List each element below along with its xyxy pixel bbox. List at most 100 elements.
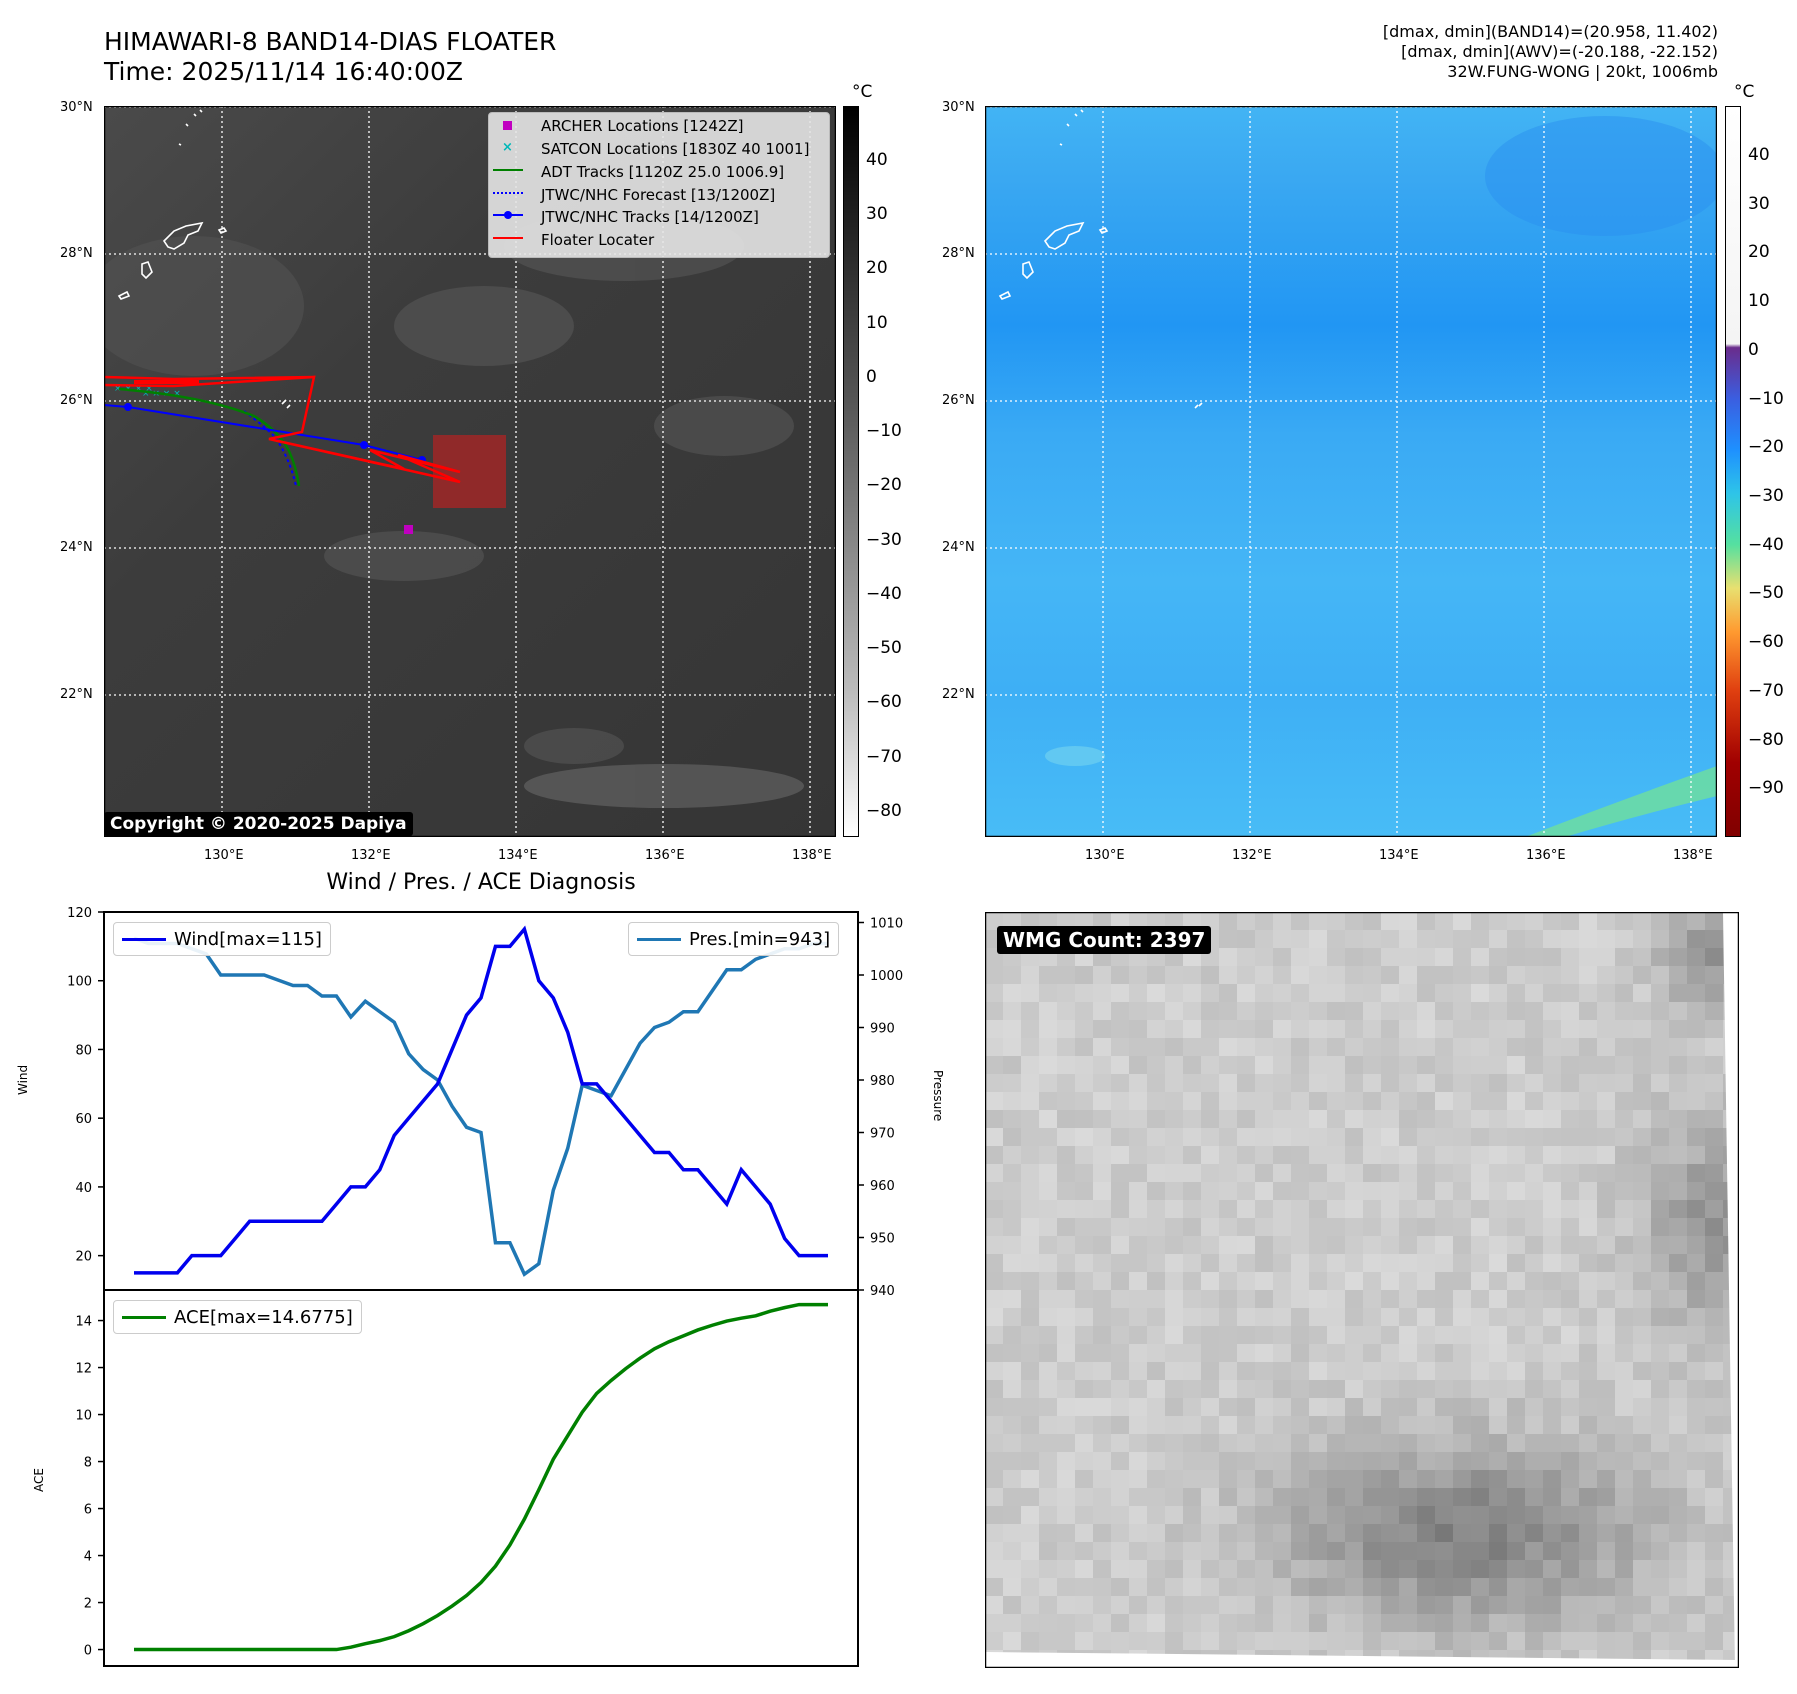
wmg-cell <box>1615 1092 1633 1110</box>
wmg-cell <box>1597 1182 1615 1200</box>
wmg-cell <box>1345 1236 1363 1254</box>
wmg-cell <box>1237 1362 1255 1380</box>
wmg-cell <box>1579 1038 1597 1056</box>
wmg-cell <box>1651 948 1669 966</box>
wmg-cell <box>1417 1146 1435 1164</box>
wmg-cell <box>1507 984 1525 1002</box>
wmg-cell <box>1471 1452 1489 1470</box>
wmg-cell <box>1651 1578 1669 1596</box>
wmg-cell <box>1129 1128 1147 1146</box>
wmg-cell <box>1489 1182 1507 1200</box>
wmg-cell <box>1345 1074 1363 1092</box>
wmg-cell <box>1579 1524 1597 1542</box>
wmg-cell <box>1273 984 1291 1002</box>
wmg-cell <box>1129 1290 1147 1308</box>
wmg-cell <box>1075 1290 1093 1308</box>
wmg-cell <box>1471 912 1489 930</box>
wmg-cell <box>1489 930 1507 948</box>
wmg-cell <box>1201 1506 1219 1524</box>
wmg-cell <box>1543 984 1561 1002</box>
wmg-cell <box>1129 1524 1147 1542</box>
wmg-cell <box>1255 1110 1273 1128</box>
wmg-cell <box>1471 1236 1489 1254</box>
wmg-cell <box>1111 1236 1129 1254</box>
wmg-cell <box>1489 966 1507 984</box>
wmg-cell <box>1327 1380 1345 1398</box>
wmg-cell <box>1417 1560 1435 1578</box>
wmg-cell <box>1615 1182 1633 1200</box>
wind-ytick-label: 100 <box>67 975 92 990</box>
wmg-cell <box>1057 1506 1075 1524</box>
wmg-cell <box>1543 1128 1561 1146</box>
wmg-cell <box>985 1074 1003 1092</box>
wmg-cell <box>1471 1290 1489 1308</box>
wmg-cell <box>985 1470 1003 1488</box>
wmg-cell <box>1471 1416 1489 1434</box>
wmg-cell <box>1651 1506 1669 1524</box>
wmg-cell <box>1309 1524 1327 1542</box>
wmg-cell <box>1021 1002 1039 1020</box>
wmg-cell <box>1129 912 1147 930</box>
wmg-cell <box>1165 1542 1183 1560</box>
wmg-cell <box>1453 1452 1471 1470</box>
wmg-cell <box>1255 1488 1273 1506</box>
wmg-cell <box>1687 1002 1705 1020</box>
wmg-cell <box>1057 1470 1075 1488</box>
wmg-cell <box>1471 1560 1489 1578</box>
wmg-cell <box>1039 1272 1057 1290</box>
wmg-cell <box>1633 1488 1651 1506</box>
wmg-cell <box>1183 1488 1201 1506</box>
wmg-cell <box>1309 1218 1327 1236</box>
wmg-cell <box>1147 1290 1165 1308</box>
wmg-cell <box>1039 984 1057 1002</box>
wmg-cell <box>1273 1308 1291 1326</box>
wmg-cell <box>1507 1182 1525 1200</box>
wmg-cell <box>1453 1362 1471 1380</box>
wmg-cell <box>1129 1344 1147 1362</box>
wmg-cell <box>1543 1632 1561 1650</box>
wmg-cell <box>1705 1110 1723 1128</box>
wmg-cell <box>1057 1326 1075 1344</box>
wmg-cell <box>1273 1218 1291 1236</box>
wmg-cell <box>1057 966 1075 984</box>
wmg-cell <box>1417 1218 1435 1236</box>
wmg-cell <box>1039 1578 1057 1596</box>
wmg-cell <box>1039 1542 1057 1560</box>
wmg-cell <box>1111 1020 1129 1038</box>
wmg-cell <box>1309 1074 1327 1092</box>
wmg-cell <box>1435 1236 1453 1254</box>
legend-adt-symbol <box>493 169 523 171</box>
wmg-cell <box>1255 930 1273 948</box>
wmg-cell <box>1255 1254 1273 1272</box>
wmg-cell <box>1381 1218 1399 1236</box>
wmg-cell <box>1597 1074 1615 1092</box>
wmg-cell <box>1705 1092 1723 1110</box>
wmg-cell <box>1687 948 1705 966</box>
wmg-cell <box>1309 1380 1327 1398</box>
wmg-cell <box>1435 1254 1453 1272</box>
wmg-cell <box>1111 1578 1129 1596</box>
wmg-cell <box>1453 1236 1471 1254</box>
right-cbar-tick: −20 <box>1748 437 1784 457</box>
wmg-cell <box>1057 1200 1075 1218</box>
wmg-cell <box>1633 1506 1651 1524</box>
wmg-cell <box>1507 1110 1525 1128</box>
wmg-cell <box>1273 1038 1291 1056</box>
wmg-cell <box>1039 1200 1057 1218</box>
wmg-cell <box>1597 912 1615 930</box>
wmg-cell <box>1093 1506 1111 1524</box>
wmg-cell <box>1633 1074 1651 1092</box>
wmg-cell <box>1705 1254 1723 1272</box>
wmg-cell <box>1237 1056 1255 1074</box>
wmg-cell <box>1039 1380 1057 1398</box>
wmg-cell <box>1309 1128 1327 1146</box>
wmg-cell <box>1687 1614 1705 1632</box>
wmg-cell <box>1201 1200 1219 1218</box>
wmg-cell <box>1579 1614 1597 1632</box>
wmg-cell <box>1561 1362 1579 1380</box>
wmg-cell <box>1471 1128 1489 1146</box>
wmg-cell <box>1309 1506 1327 1524</box>
wmg-cell <box>1111 1272 1129 1290</box>
wmg-cell <box>1345 1614 1363 1632</box>
wmg-cell <box>1147 966 1165 984</box>
